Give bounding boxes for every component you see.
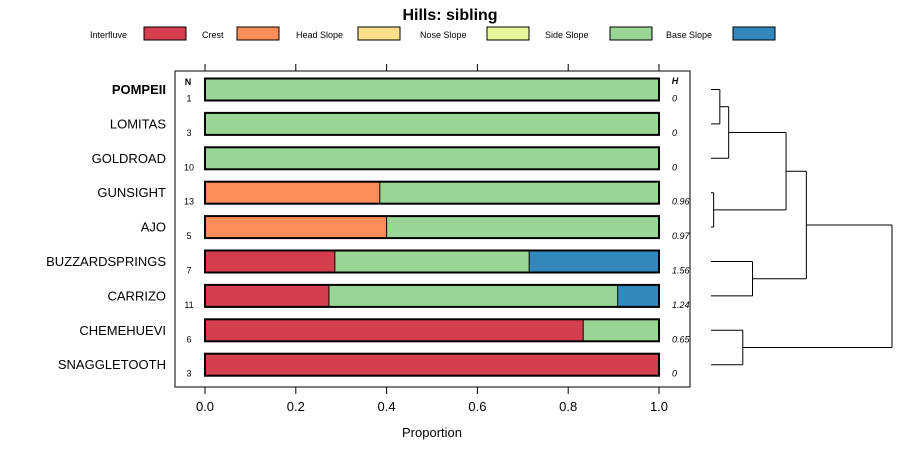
bar-outline xyxy=(204,283,660,308)
legend-swatch xyxy=(486,26,530,41)
row-h: 0 xyxy=(672,94,677,104)
legend-label: Base Slope xyxy=(666,30,712,40)
bar-outline xyxy=(204,215,660,240)
bar-segment xyxy=(379,181,659,204)
legend-swatch xyxy=(143,26,187,41)
legend-label: Crest xyxy=(202,30,224,40)
row-label: GUNSIGHT xyxy=(97,185,166,200)
bar-segment xyxy=(205,284,329,307)
row-n: 5 xyxy=(186,231,191,241)
row-h: 0.96 xyxy=(672,197,690,207)
bar-segment xyxy=(205,112,659,135)
row-n: 13 xyxy=(184,197,194,207)
legend-label: Nose Slope xyxy=(420,30,467,40)
row-n: 3 xyxy=(186,369,191,379)
bar-segment xyxy=(205,353,659,376)
row-h: 0.97 xyxy=(672,231,691,241)
row-h: 0 xyxy=(672,128,677,138)
legend-label: Interfluve xyxy=(90,30,127,40)
row-label: POMPEII xyxy=(112,82,166,97)
bar-segment xyxy=(334,250,530,273)
x-tick-label: 1.0 xyxy=(650,399,668,414)
bar-segment xyxy=(205,78,659,101)
row-label: CARRIZO xyxy=(108,288,167,303)
row-label: CHEMEHUEVI xyxy=(79,323,166,338)
x-tick-label: 0.2 xyxy=(287,399,305,414)
legend-swatch xyxy=(236,26,280,41)
bar-segment xyxy=(529,250,659,273)
legend: Interfluve Crest Head Slope Nose Slope Side … xyxy=(90,26,776,41)
bar-outline xyxy=(204,111,660,136)
row-label: LOMITAS xyxy=(110,116,166,131)
row-label: AJO xyxy=(141,220,166,235)
dendrogram xyxy=(711,89,893,366)
x-tick-label: 0.8 xyxy=(559,399,577,414)
row-n: 1 xyxy=(186,94,191,104)
bar-segment xyxy=(205,181,380,204)
x-tick-label: 0.0 xyxy=(196,399,214,414)
bar-segment xyxy=(205,147,659,170)
legend-swatch xyxy=(357,26,401,41)
bar-segment xyxy=(205,319,584,342)
row-label: SNAGGLETOOTH xyxy=(58,357,166,372)
bar-outline xyxy=(204,352,660,377)
bar-outline xyxy=(204,249,660,274)
plot-frame xyxy=(174,70,691,388)
row-n: 10 xyxy=(184,162,194,172)
row-n: 6 xyxy=(186,334,191,344)
x-tick-label: 0.4 xyxy=(378,399,396,414)
bar-segment xyxy=(205,216,387,239)
n-header: N xyxy=(185,77,192,87)
row-h: 0.65 xyxy=(672,334,691,344)
bar-segment xyxy=(328,284,618,307)
top-axis-ticks xyxy=(204,64,660,71)
row-n: 11 xyxy=(184,300,193,310)
legend-swatch xyxy=(609,26,653,41)
bar-segment xyxy=(583,319,659,342)
x-axis: 0.0 0.2 0.4 0.6 0.8 1.0 xyxy=(196,387,668,414)
bar-outline xyxy=(204,318,660,343)
row-label: GOLDROAD xyxy=(92,151,166,166)
row-h: 1.24 xyxy=(672,300,690,310)
legend-label: Head Slope xyxy=(296,30,343,40)
bar-outline xyxy=(204,180,660,205)
h-header: H xyxy=(672,76,679,86)
row-h: 0 xyxy=(672,162,677,172)
row-h: 1.56 xyxy=(672,266,690,276)
bar-segment xyxy=(205,250,335,273)
bar-outline xyxy=(204,77,660,102)
chart-title: Hills: sibling xyxy=(402,7,497,24)
row-label: BUZZARDSPRINGS xyxy=(46,254,166,269)
row-n: 7 xyxy=(186,266,191,276)
row-n: 3 xyxy=(186,128,191,138)
bar-segment xyxy=(386,216,659,239)
bar-segment xyxy=(617,284,659,307)
legend-swatch xyxy=(732,26,776,41)
x-tick-label: 0.6 xyxy=(468,399,486,414)
x-axis-title: Proportion xyxy=(402,425,462,440)
row-h: 0 xyxy=(672,369,677,379)
bar-outline xyxy=(204,146,660,171)
legend-label: Side Slope xyxy=(545,30,589,40)
